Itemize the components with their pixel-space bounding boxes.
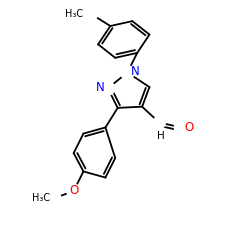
Circle shape <box>47 192 61 205</box>
Text: N: N <box>131 65 140 78</box>
Text: N: N <box>96 80 104 94</box>
Circle shape <box>67 184 80 198</box>
Circle shape <box>101 82 115 95</box>
Text: O: O <box>184 121 194 134</box>
Circle shape <box>174 120 188 134</box>
Text: H₃C: H₃C <box>65 9 84 19</box>
Text: H: H <box>156 131 164 141</box>
Text: H₃C: H₃C <box>32 193 50 203</box>
Text: O: O <box>69 184 78 198</box>
Circle shape <box>153 116 165 129</box>
Circle shape <box>84 7 98 20</box>
Circle shape <box>120 66 134 79</box>
